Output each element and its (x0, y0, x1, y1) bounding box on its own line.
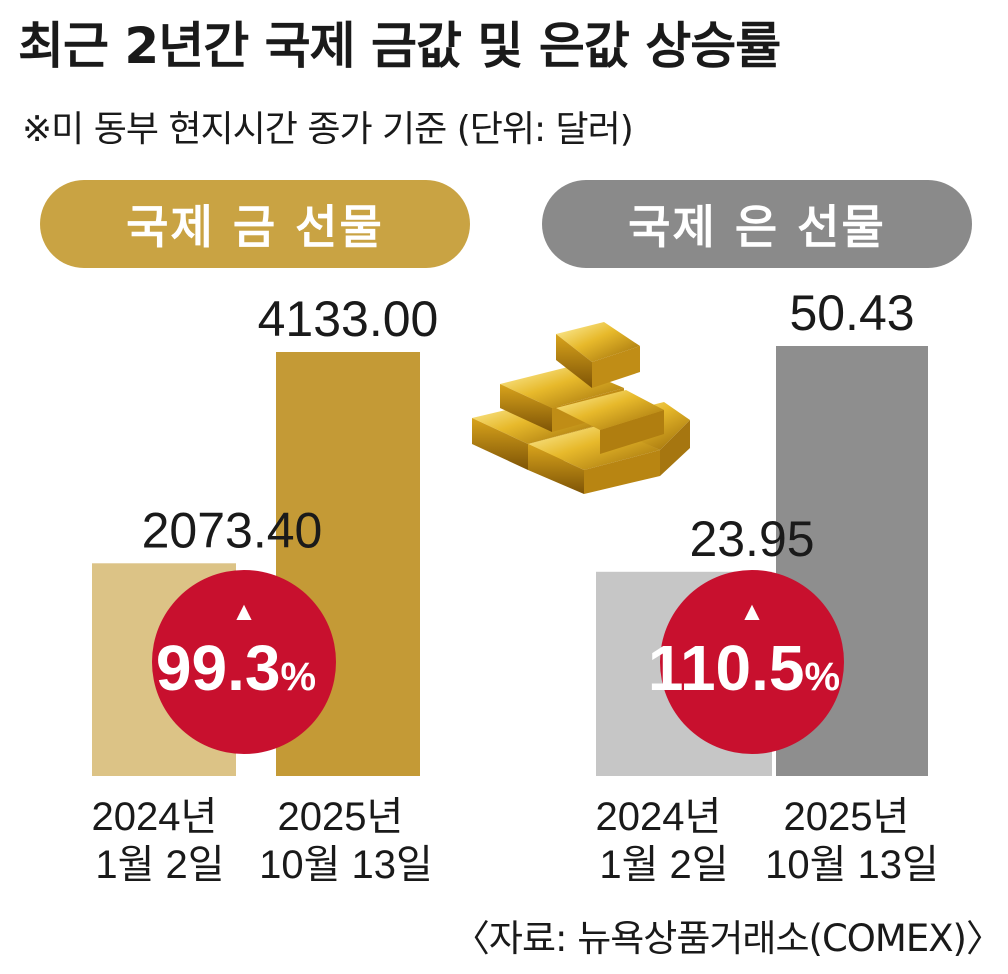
silver-change-unit: % (805, 655, 841, 699)
silver-change-value: 110.5 (648, 632, 805, 704)
gold-xlabel-2025-line2: 10월 13일 (259, 843, 433, 887)
silver-xlabel-2025-line1: 2025년 (784, 795, 910, 839)
silver-change-badge (660, 570, 844, 754)
gold-change-arrow: ▲ (231, 596, 257, 626)
silver-xlabel-2024-line1: 2024년 (596, 795, 722, 839)
gold-value-label-2025: 4133.00 (258, 291, 439, 347)
gold-change-unit: % (280, 655, 316, 699)
gold-change-text: 99.3% (156, 632, 316, 704)
gold-change-value: 99.3 (156, 632, 281, 704)
chart-subtitle: ※미 동부 현지시간 종가 기준 (단위: 달러) (22, 109, 634, 150)
gold-chart: 2073.40 4133.00 ▲ 99.3% 2024년 1월 2일 2025… (92, 291, 439, 887)
source-note: 〈자료: 뉴욕상품거래소(COMEX)〉 (452, 917, 1003, 960)
gold-xlabel-2025: 2025년 10월 13일 (259, 795, 433, 887)
silver-xlabel-2024: 2024년 1월 2일 (596, 795, 733, 887)
gold-change-badge (152, 570, 336, 754)
gold-xlabel-2024-line1: 2024년 (92, 795, 218, 839)
silver-chart: 23.95 50.43 ▲ 110.5% 2024년 1월 2일 2025년 1… (596, 285, 939, 887)
gold-xlabel-2025-line1: 2025년 (278, 795, 404, 839)
silver-change-text: 110.5% (648, 632, 840, 704)
silver-value-label-2025: 50.43 (789, 285, 914, 341)
chart-title: 최근 2년간 국제 금값 및 은값 상승률 (18, 17, 781, 75)
silver-xlabel-2025-line2: 10월 13일 (765, 843, 939, 887)
silver-xlabel-2024-line2: 1월 2일 (599, 843, 728, 887)
silver-xlabel-2025: 2025년 10월 13일 (765, 795, 939, 887)
gold-xlabel-2024: 2024년 1월 2일 (92, 795, 229, 887)
gold-xlabel-2024-line2: 1월 2일 (95, 843, 224, 887)
gold-bars-illustration (472, 322, 690, 494)
gold-panel-title: 국제 금 선물 (40, 180, 470, 268)
gold-value-label-2024: 2073.40 (142, 502, 323, 558)
silver-panel-title: 국제 은 선물 (542, 180, 972, 268)
silver-change-arrow: ▲ (739, 596, 765, 626)
silver-value-label-2024: 23.95 (689, 511, 814, 567)
